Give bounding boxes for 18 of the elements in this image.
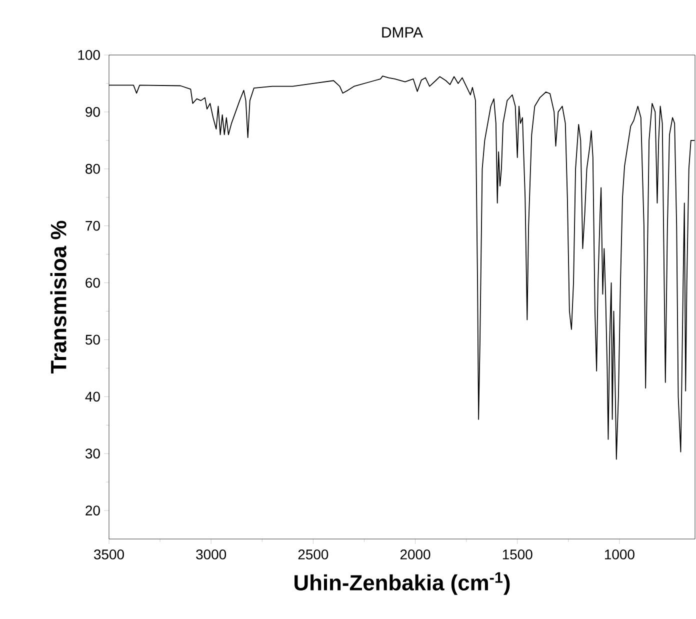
y-tick-label: 90 xyxy=(86,106,100,117)
x-tick-label: 3000 xyxy=(196,550,226,560)
y-tick-label: 70 xyxy=(86,220,100,231)
x-tick-label: 3500 xyxy=(94,550,124,560)
x-axis-title: Uhin-Zenbakia (cm$^{-1}$) xyxy=(294,572,510,595)
y-tick-label: 40 xyxy=(85,392,100,402)
chart-title: DMPA xyxy=(382,27,423,38)
x-tick-label: 1500 xyxy=(502,550,532,560)
x-tick-label: 1000 xyxy=(605,550,634,560)
y-tick-label: 60 xyxy=(86,278,100,288)
y-tick-label: 80 xyxy=(86,164,100,174)
y-axis-title: Transmisioa % xyxy=(50,220,66,374)
x-tick-label: 2500 xyxy=(298,550,328,560)
x-tick-label: 2000 xyxy=(400,550,430,560)
y-tick-label: 50 xyxy=(86,334,100,345)
y-tick-label: 20 xyxy=(86,506,100,516)
y-tick-label: 100 xyxy=(78,50,100,60)
y-tick-label: 30 xyxy=(85,448,100,459)
